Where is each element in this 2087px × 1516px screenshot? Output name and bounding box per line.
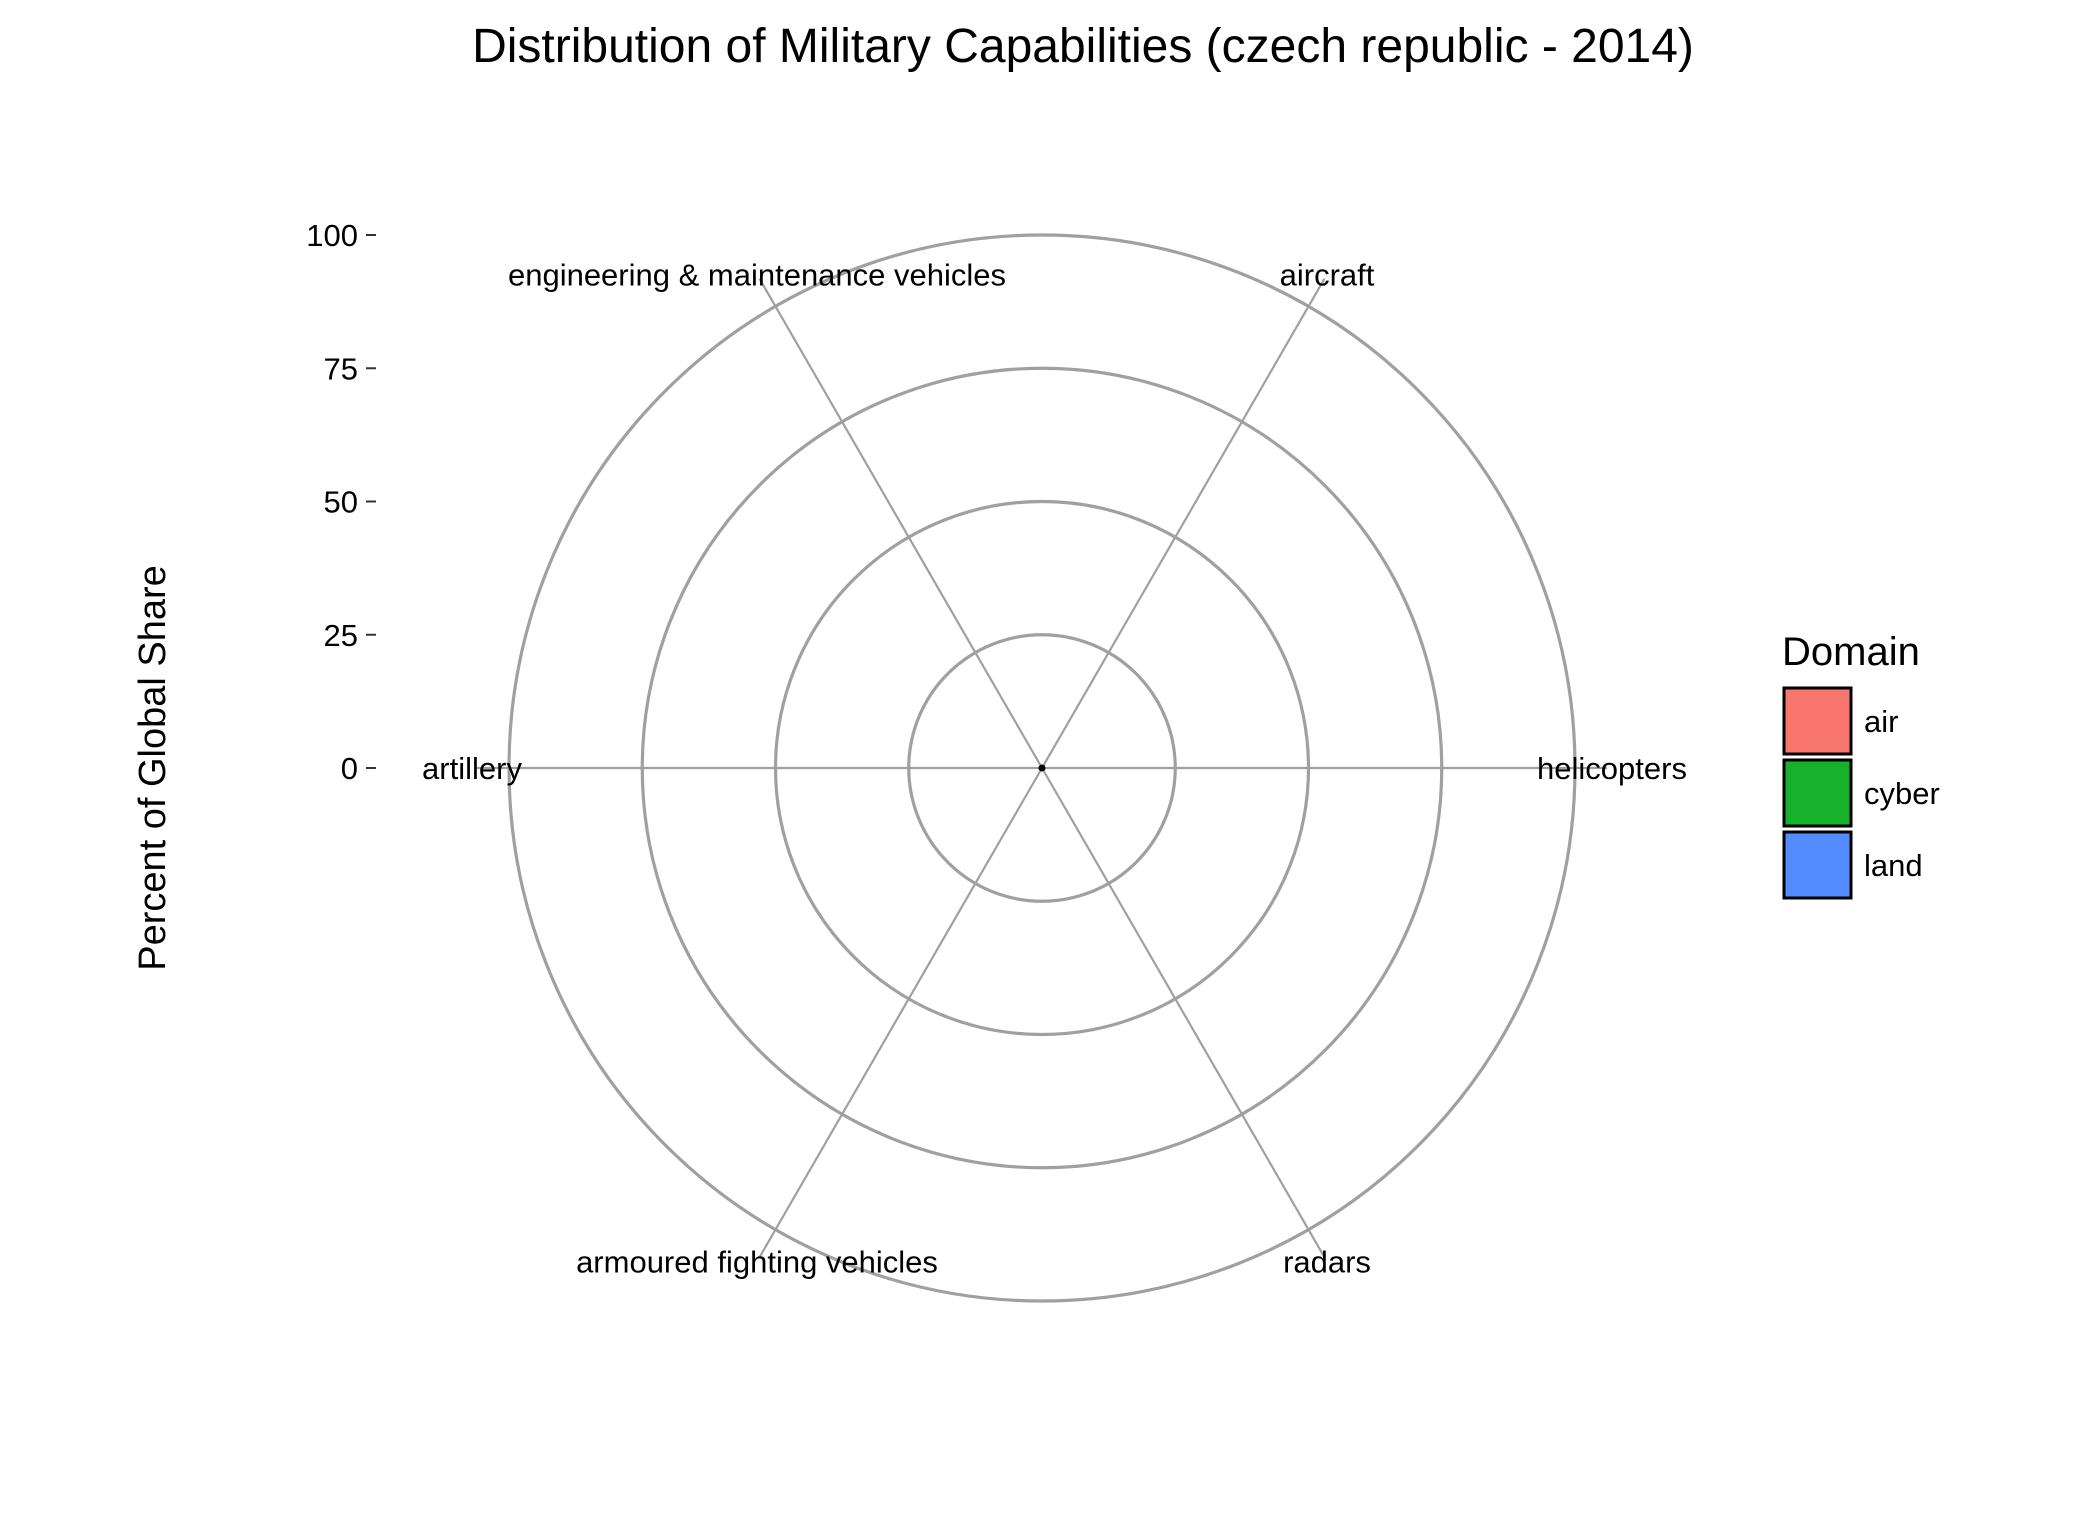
legend-swatch-land xyxy=(1782,830,1853,900)
y-tick-label: 75 xyxy=(324,351,358,386)
category-label: radars xyxy=(1283,1245,1371,1280)
legend-swatch-cyber xyxy=(1782,758,1853,828)
legend: Domain air cyber land xyxy=(1782,630,1940,900)
y-tick-label: 50 xyxy=(324,485,358,520)
spoke-1 xyxy=(1041,278,1326,769)
spoke-2 xyxy=(758,278,1043,769)
category-label: helicopters xyxy=(1537,751,1687,786)
y-tick-label: 0 xyxy=(341,751,358,786)
category-label: aircraft xyxy=(1280,257,1375,292)
chart-title: Distribution of Military Capabilities (c… xyxy=(472,20,1694,73)
center-point xyxy=(1038,764,1046,772)
y-tick-label: 25 xyxy=(324,618,358,653)
category-labels: helicopters aircraft engineering & mainten… xyxy=(422,257,1687,1279)
legend-items: air cyber land xyxy=(1782,686,1940,900)
grid-spokes xyxy=(477,278,1607,1258)
y-axis-title: Percent of Global Share xyxy=(132,565,174,971)
legend-label-land: land xyxy=(1864,848,1923,883)
y-tick-label: 100 xyxy=(306,218,358,253)
category-label: artillery xyxy=(422,751,522,786)
spoke-4 xyxy=(758,767,1043,1258)
legend-swatch-air xyxy=(1782,686,1853,756)
legend-label-cyber: cyber xyxy=(1864,776,1940,811)
category-label: armoured fighting vehicles xyxy=(576,1245,938,1280)
legend-label-air: air xyxy=(1864,704,1898,739)
spoke-5 xyxy=(1041,767,1326,1258)
category-label: engineering & maintenance vehicles xyxy=(508,257,1006,292)
legend-title: Domain xyxy=(1782,630,1920,674)
y-axis-ticks: 0 25 50 75 100 xyxy=(306,218,376,786)
